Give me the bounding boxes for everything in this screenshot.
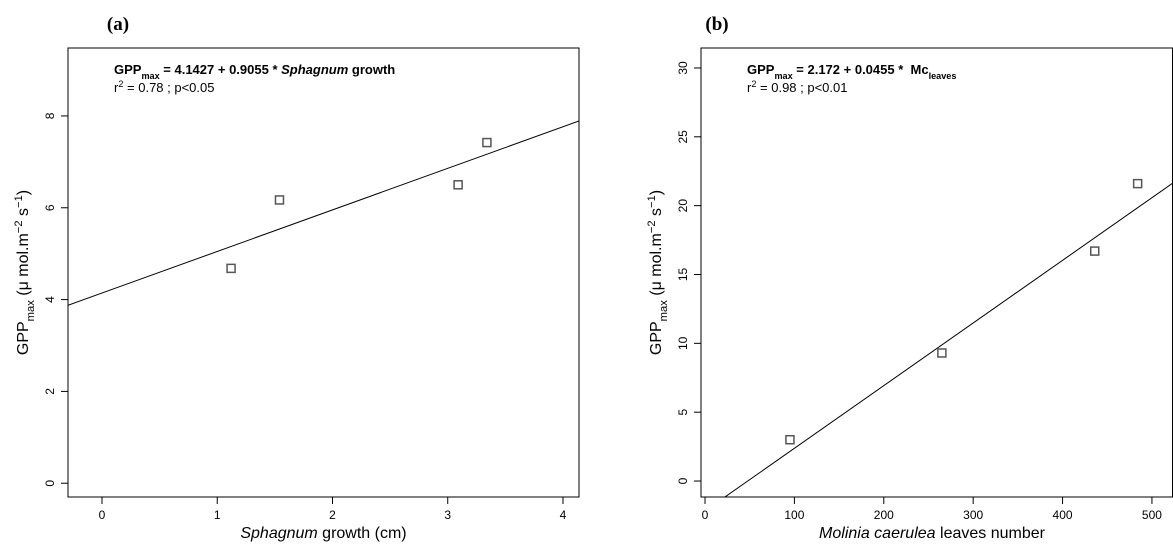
text-part: max	[141, 71, 159, 81]
text-part: GPP	[15, 321, 32, 355]
panel-label: (b)	[705, 14, 728, 35]
y-tick-label: 5	[676, 409, 690, 416]
equation: GPPmax = 2.172 + 0.0455 * Mcleaves	[747, 62, 956, 81]
text-part: GPP	[114, 62, 142, 77]
y-tick-label: 25	[676, 130, 690, 144]
point	[482, 137, 492, 148]
x-axis-label: Molinia caerulea leaves number	[819, 525, 1046, 542]
y-tick-label: 0	[43, 480, 57, 487]
text-part: leaves number	[936, 525, 1046, 542]
point	[1089, 246, 1100, 256]
point	[785, 434, 795, 445]
point	[226, 263, 236, 274]
y-tick-label: 20	[676, 199, 690, 213]
text-part: 2	[118, 79, 123, 89]
text-part: )	[648, 190, 665, 195]
text-part: GPP	[648, 321, 665, 355]
plot-box	[67, 47, 580, 498]
fit-line	[68, 120, 579, 306]
text-part: = 0.98 ; p<0.01	[756, 80, 847, 95]
text-part: = 0.78 ; p<0.05	[123, 80, 214, 95]
x-tick-label: 4	[560, 508, 567, 522]
point	[274, 195, 285, 205]
y-tick-label: 0	[676, 477, 690, 484]
text-part: r	[747, 80, 752, 95]
text-part: Sphagnum	[281, 62, 349, 77]
text-part: Molinia caerulea	[819, 525, 936, 542]
text-part: −2	[646, 220, 658, 233]
x-tick-label: 400	[1053, 508, 1073, 522]
text-part: s	[648, 208, 665, 220]
text-part: Sphagnum	[240, 525, 317, 542]
text-part: (μ mol.m	[648, 233, 665, 300]
text-part: −1	[13, 195, 25, 208]
text-part: 2	[751, 79, 756, 89]
statistics: r2 = 0.98 ; p<0.01	[747, 79, 847, 95]
text-part: = 4.1427 + 0.9055 *	[160, 62, 281, 77]
y-axis-label: GPPmax (μ mol.m−2 s−1)	[646, 190, 670, 355]
x-tick-label: 2	[329, 508, 336, 522]
text-part: max	[774, 71, 792, 81]
statistics: r2 = 0.78 ; p<0.05	[114, 79, 214, 95]
text-part: )	[15, 190, 32, 195]
y-tick-label: 2	[43, 388, 57, 395]
text-part: max	[25, 300, 37, 322]
plot-box	[700, 47, 1173, 498]
text-part: max	[658, 300, 670, 322]
x-tick-label: 0	[702, 508, 709, 522]
y-tick-label: 30	[676, 61, 690, 75]
text-part: r	[114, 80, 119, 95]
text-part: growth (cm)	[318, 525, 407, 542]
panel-label: (a)	[107, 14, 129, 35]
y-tick-label: 8	[43, 112, 57, 119]
x-axis-label: Sphagnum growth (cm)	[240, 525, 406, 542]
text-part: growth	[348, 62, 395, 77]
x-tick-label: 100	[784, 508, 804, 522]
y-tick-label: 4	[43, 296, 57, 303]
text-part: = 2.172 + 0.0455 * Mc	[793, 62, 929, 77]
text-part: (μ mol.m	[15, 233, 32, 300]
y-axis-label: GPPmax (μ mol.m−2 s−1)	[13, 190, 37, 355]
x-tick-label: 300	[963, 508, 983, 522]
x-tick-label: 500	[1142, 508, 1162, 522]
x-tick-label: 200	[874, 508, 894, 522]
point	[937, 348, 947, 358]
text-part: −2	[13, 220, 25, 233]
y-tick-label: 10	[676, 336, 690, 350]
text-part: GPP	[747, 62, 775, 77]
x-tick-label: 3	[444, 508, 451, 522]
x-tick-label: 1	[214, 508, 221, 522]
fit-line	[724, 182, 1173, 497]
x-tick-label: 0	[99, 508, 106, 522]
point	[453, 180, 463, 190]
text-part: leaves	[929, 71, 957, 81]
y-tick-label: 6	[43, 204, 57, 211]
text-part: −1	[646, 195, 658, 208]
point	[1132, 178, 1143, 189]
text-part: s	[15, 208, 32, 220]
y-tick-label: 15	[676, 268, 690, 282]
equation: GPPmax = 4.1427 + 0.9055 * Sphagnum grow…	[114, 62, 395, 81]
